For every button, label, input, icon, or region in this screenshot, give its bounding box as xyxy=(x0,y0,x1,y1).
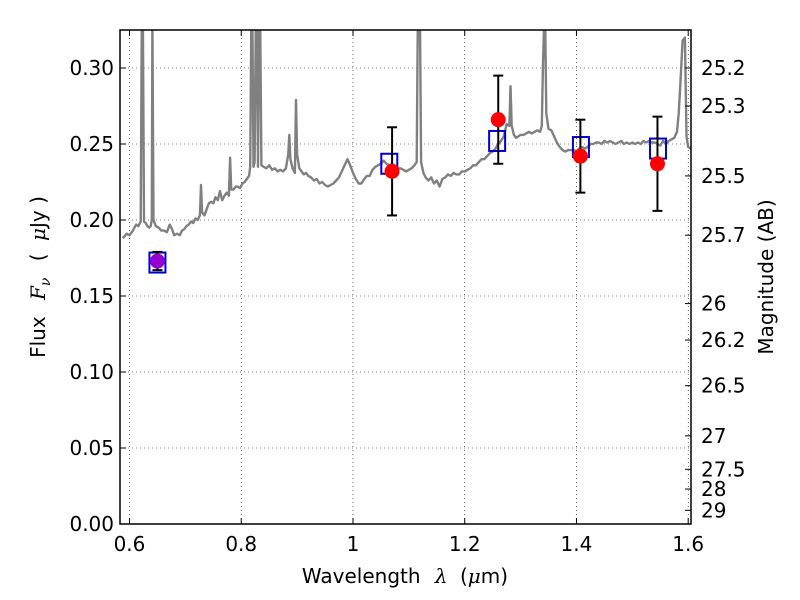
model-spectrum-line xyxy=(121,30,691,239)
y-tick-label: 0.20 xyxy=(69,208,114,232)
x-tick-label: 1.4 xyxy=(561,532,593,556)
y-tick-label: 0.30 xyxy=(69,56,114,80)
x-tick-label: 1.6 xyxy=(672,532,704,556)
mag-tick-label: 25.2 xyxy=(701,56,746,80)
x-tick-label: 1.2 xyxy=(449,532,481,556)
mag-tick-label: 25.3 xyxy=(701,94,746,118)
y2-axis-label: Magnitude (AB) xyxy=(754,199,778,354)
x-tick-label: 0.8 xyxy=(225,532,257,556)
x-axis-label: Wavelength λ (μm) xyxy=(302,564,508,588)
y-tick-label: 0.25 xyxy=(69,132,114,156)
x-tick-label: 0.6 xyxy=(114,532,146,556)
observed-point xyxy=(384,163,400,179)
x-tick-label: 1 xyxy=(347,532,360,556)
observed-point xyxy=(149,253,165,269)
mag-tick-label: 29 xyxy=(701,498,726,522)
observed-point xyxy=(490,112,506,128)
mag-tick-label: 27 xyxy=(701,424,726,448)
mag-tick-label: 25.7 xyxy=(701,223,746,247)
mag-tick-label: 26.2 xyxy=(701,328,746,352)
y-tick-label: 0.15 xyxy=(69,284,114,308)
model-photometry-square xyxy=(488,129,507,152)
plot-frame xyxy=(119,29,692,525)
mag-tick-label: 26 xyxy=(701,292,726,316)
y-tick-label: 0.05 xyxy=(69,436,114,460)
y-axis-label: Flux Fν ( μJy ) xyxy=(26,196,55,358)
observed-point xyxy=(572,148,588,164)
mag-tick-label: 25.5 xyxy=(701,164,746,188)
y-tick-label: 0.00 xyxy=(69,512,114,536)
mag-tick-label: 26.5 xyxy=(701,374,746,398)
mag-tick-label: 27.5 xyxy=(701,457,746,481)
y-tick-label: 0.10 xyxy=(69,360,114,384)
data-layer xyxy=(121,30,691,274)
observed-point xyxy=(649,156,665,172)
mag-tick-label: 28 xyxy=(701,477,726,501)
axis-ticks: 0.6 0.8 1 1.2 1.4 1.6 0.00 0.05 0.10 0.15 0.20 0.25… xyxy=(69,30,746,556)
